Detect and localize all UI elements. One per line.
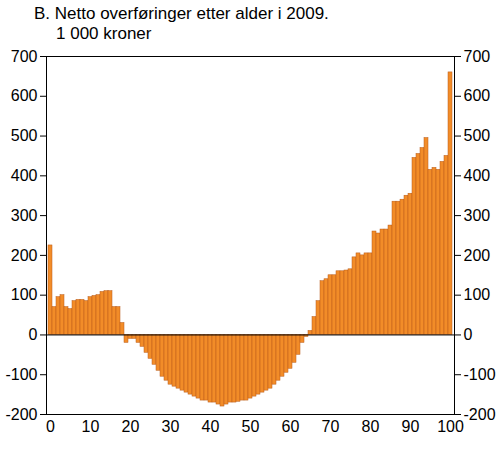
svg-text:400: 400: [464, 167, 491, 184]
html-text:1 000 kroner: 1 000 kroner: [56, 24, 152, 43]
svg-text:600: 600: [11, 87, 38, 104]
svg-text:200: 200: [464, 247, 491, 264]
svg-text:300: 300: [464, 207, 491, 224]
svg-text:600: 600: [464, 87, 491, 104]
svg-text:-100: -100: [464, 366, 496, 383]
svg-text:30: 30: [162, 418, 180, 435]
svg-text:80: 80: [362, 418, 380, 435]
svg-text:-200: -200: [464, 406, 496, 423]
svg-text:90: 90: [402, 418, 420, 435]
svg-text:40: 40: [202, 418, 220, 435]
svg-text:0: 0: [29, 326, 38, 343]
svg-text:500: 500: [11, 127, 38, 144]
svg-text:700: 700: [11, 48, 38, 65]
svg-text:0: 0: [464, 326, 473, 343]
svg-text:-100: -100: [5, 366, 37, 383]
svg-text:100: 100: [437, 418, 464, 435]
svg-text:700: 700: [464, 48, 491, 65]
html-text:B. Netto overføringer etter al: B. Netto overføringer etter alder i 2009…: [34, 4, 329, 23]
svg-text:-200: -200: [5, 406, 37, 423]
svg-text:500: 500: [464, 127, 491, 144]
svg-text:100: 100: [11, 286, 38, 303]
svg-text:70: 70: [322, 418, 340, 435]
svg-text:300: 300: [11, 207, 38, 224]
svg-text:400: 400: [11, 167, 38, 184]
svg-text:20: 20: [122, 418, 140, 435]
svg-text:0: 0: [46, 418, 55, 435]
svg-text:60: 60: [282, 418, 300, 435]
svg-text:100: 100: [464, 286, 491, 303]
svg-text:50: 50: [242, 418, 260, 435]
svg-text:10: 10: [82, 418, 100, 435]
svg-text:200: 200: [11, 247, 38, 264]
